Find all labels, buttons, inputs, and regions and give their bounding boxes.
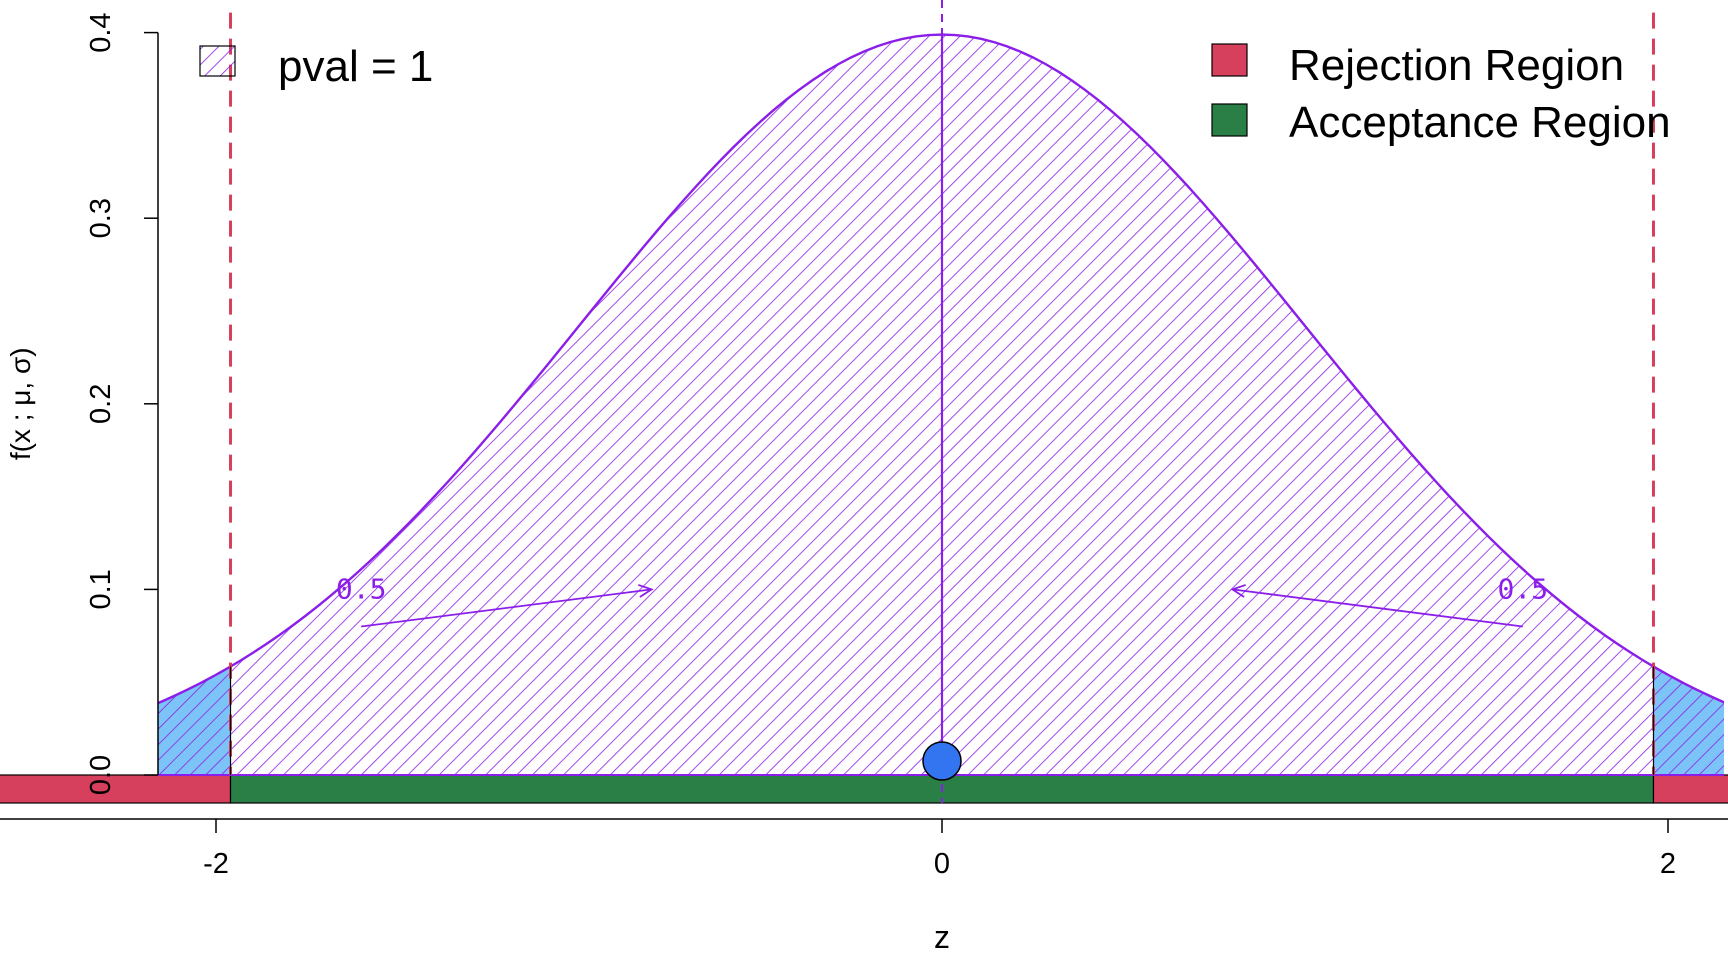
x-tick-label: 2 bbox=[1660, 848, 1676, 880]
y-tick-label: 0.2 bbox=[85, 384, 117, 424]
annotation-arrowhead bbox=[1230, 584, 1246, 598]
y-tick-label: 0.4 bbox=[85, 12, 117, 52]
legend-label-rejection: Rejection Region bbox=[1289, 41, 1624, 90]
x-tick-label: -2 bbox=[203, 848, 229, 880]
legend-label-acceptance: Acceptance Region bbox=[1289, 98, 1671, 147]
annotation-label: 0.5 bbox=[336, 573, 387, 606]
rejection-region-left-bar bbox=[0, 774, 232, 804]
x-tick-label: 0 bbox=[934, 848, 950, 880]
annotation-label: 0.5 bbox=[1498, 573, 1549, 606]
annotation-arrow bbox=[1232, 588, 1523, 628]
legend-swatch-rejection bbox=[1211, 43, 1248, 77]
legend-swatch-acceptance bbox=[1211, 103, 1248, 137]
y-tick-label: 0.1 bbox=[85, 569, 117, 609]
y-axis-label: f(x ; μ, σ) bbox=[5, 347, 36, 460]
y-tick-label: 0.3 bbox=[85, 198, 117, 238]
legend-label-pval: pval = 1 bbox=[278, 42, 433, 91]
observed-point bbox=[922, 741, 962, 781]
x-axis-label: z bbox=[934, 919, 950, 955]
legend-swatch-pval bbox=[199, 45, 236, 77]
legend-left: pval = 1 bbox=[199, 42, 433, 91]
annotation-arrowhead bbox=[638, 584, 654, 598]
annotation-arrow bbox=[361, 588, 652, 628]
rejection-region-right-bar bbox=[1652, 774, 1728, 804]
y-tick-label: 0.0 bbox=[85, 755, 117, 795]
legend-right: Rejection Region Acceptance Region bbox=[1211, 41, 1671, 147]
